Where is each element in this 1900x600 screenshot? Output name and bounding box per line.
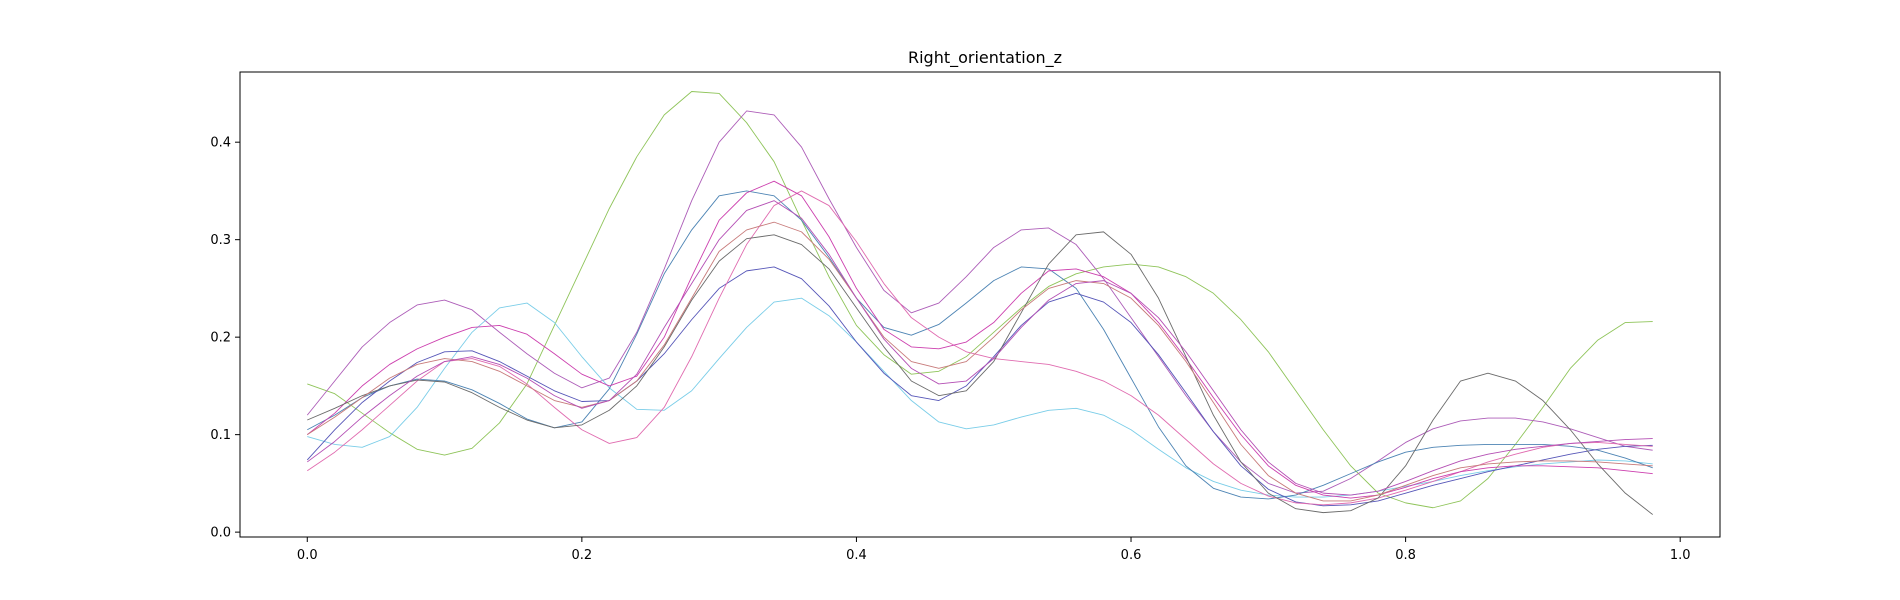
series-line-4 — [307, 190, 1653, 500]
chart-title: Right_orientation_z — [908, 48, 1062, 68]
x-tick-label: 0.2 — [572, 548, 593, 563]
series-line-1 — [307, 91, 1653, 509]
y-tick-label: 0.3 — [210, 233, 231, 248]
series-line-10 — [307, 200, 1653, 496]
x-tick-label: 0.8 — [1395, 548, 1416, 563]
x-tick-label: 1.0 — [1670, 548, 1691, 563]
y-tick-label: 0.0 — [210, 526, 231, 541]
x-axis-ticks: 0.0 0.2 0.4 0.6 0.8 1.0 — [297, 537, 1691, 563]
y-tick-label: 0.4 — [210, 136, 231, 151]
y-tick-label: 0.1 — [210, 428, 231, 443]
series-line-2 — [306, 110, 1653, 494]
y-axis-ticks: 0.0 0.1 0.2 0.3 0.4 — [210, 136, 240, 541]
series-line-6 — [307, 190, 1653, 506]
series-line-8 — [307, 231, 1654, 515]
series-line-3 — [307, 297, 1653, 498]
x-tick-label: 0.6 — [1121, 548, 1142, 563]
series-layer — [306, 91, 1654, 515]
series-line-7 — [306, 180, 1653, 499]
y-tick-label: 0.2 — [210, 331, 231, 346]
plot-frame — [239, 71, 1721, 538]
x-tick-label: 0.0 — [297, 548, 318, 563]
series-line-9 — [307, 221, 1653, 502]
series-line-5 — [306, 266, 1653, 507]
x-tick-label: 0.4 — [846, 548, 867, 563]
